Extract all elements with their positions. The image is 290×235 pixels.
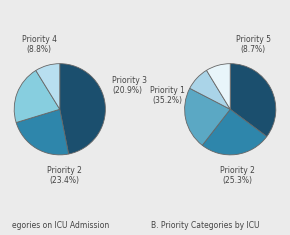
- Text: Priority 2
(25.3%): Priority 2 (25.3%): [220, 166, 255, 185]
- Text: Priority 4
(8.8%): Priority 4 (8.8%): [22, 35, 57, 54]
- Text: B. Priority Categories by ICU: B. Priority Categories by ICU: [151, 221, 259, 230]
- Wedge shape: [202, 109, 267, 155]
- Wedge shape: [36, 64, 60, 109]
- Text: Priority 2
(23.4%): Priority 2 (23.4%): [47, 166, 82, 185]
- Text: Priority 3
(20.9%): Priority 3 (20.9%): [112, 76, 147, 95]
- Wedge shape: [16, 109, 69, 155]
- Text: egories on ICU Admission: egories on ICU Admission: [12, 221, 109, 230]
- Text: Priority 1
(35.2%): Priority 1 (35.2%): [150, 86, 185, 105]
- Wedge shape: [14, 70, 60, 122]
- Wedge shape: [190, 70, 230, 109]
- Text: Priority 5
(8.7%): Priority 5 (8.7%): [235, 35, 271, 54]
- Wedge shape: [185, 88, 230, 145]
- Wedge shape: [230, 64, 276, 137]
- Wedge shape: [60, 64, 105, 154]
- Wedge shape: [206, 64, 230, 109]
